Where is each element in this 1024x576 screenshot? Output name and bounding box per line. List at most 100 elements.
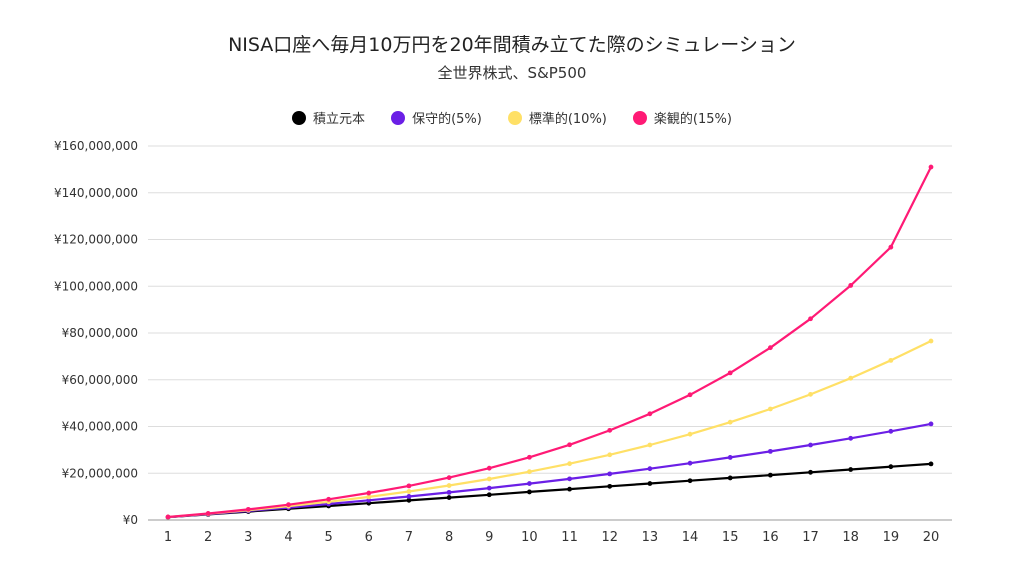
x-tick-label: 5 bbox=[324, 530, 332, 545]
data-point bbox=[848, 375, 854, 381]
data-point bbox=[527, 481, 532, 486]
y-tick-label: ¥80,000,000 bbox=[62, 326, 138, 340]
data-point bbox=[727, 455, 733, 460]
data-point bbox=[326, 496, 332, 502]
data-point bbox=[848, 435, 854, 441]
data-point bbox=[767, 472, 773, 478]
x-tick-label: 1 bbox=[164, 530, 172, 545]
x-tick-label: 15 bbox=[722, 530, 739, 545]
data-point bbox=[446, 483, 452, 488]
x-tick-label: 18 bbox=[842, 530, 859, 545]
x-tick-label: 20 bbox=[923, 530, 940, 545]
data-point bbox=[727, 419, 733, 425]
x-tick-label: 10 bbox=[521, 530, 538, 545]
data-point bbox=[687, 460, 693, 466]
data-point bbox=[808, 469, 813, 475]
legend-item-standard[interactable]: 標準的(10%) bbox=[507, 108, 607, 127]
legend-item-conservative[interactable]: 保守的(5%) bbox=[391, 108, 482, 127]
data-point bbox=[607, 427, 613, 433]
x-tick-label: 8 bbox=[445, 530, 453, 545]
x-tick-label: 16 bbox=[762, 530, 779, 545]
data-point bbox=[928, 461, 934, 467]
data-point bbox=[527, 454, 532, 460]
data-point bbox=[245, 506, 251, 512]
data-point bbox=[567, 461, 572, 467]
x-tick-label: 13 bbox=[642, 530, 659, 545]
data-point bbox=[928, 421, 934, 427]
data-point bbox=[406, 494, 412, 499]
data-point bbox=[848, 467, 854, 472]
data-point bbox=[647, 411, 653, 417]
data-point bbox=[446, 495, 452, 500]
data-point bbox=[888, 357, 894, 363]
data-point bbox=[366, 494, 372, 500]
data-point bbox=[848, 283, 854, 288]
data-point bbox=[647, 481, 653, 486]
data-point bbox=[165, 514, 171, 520]
data-point bbox=[607, 483, 613, 489]
data-point bbox=[928, 164, 934, 170]
series-line-1 bbox=[167, 422, 932, 519]
data-point bbox=[567, 476, 572, 482]
y-tick-label: ¥100,000,000 bbox=[54, 279, 138, 293]
data-point bbox=[808, 391, 813, 397]
x-tick-label: 9 bbox=[485, 530, 493, 545]
legend-dot-icon bbox=[292, 110, 307, 125]
data-point bbox=[888, 464, 894, 470]
data-point bbox=[527, 469, 532, 475]
y-tick-label: ¥160,000,000 bbox=[54, 139, 138, 153]
data-point bbox=[446, 489, 452, 495]
x-tick-label: 17 bbox=[802, 530, 819, 545]
y-tick-label: ¥20,000,000 bbox=[62, 466, 138, 480]
data-point bbox=[486, 476, 492, 482]
data-point bbox=[567, 486, 572, 492]
data-point bbox=[888, 428, 894, 434]
y-tick-label: ¥140,000,000 bbox=[54, 186, 138, 200]
legend-label: 標準的(10%) bbox=[528, 112, 607, 127]
data-point bbox=[687, 431, 693, 437]
data-point bbox=[727, 475, 733, 481]
data-point bbox=[808, 316, 813, 322]
data-point bbox=[687, 478, 693, 484]
legend-item-optimistic[interactable]: 楽観的(15%) bbox=[632, 108, 732, 127]
series-line-0 bbox=[167, 462, 932, 519]
x-tick-label: 2 bbox=[204, 530, 212, 545]
data-point bbox=[406, 489, 412, 494]
x-tick-label: 6 bbox=[365, 530, 373, 545]
data-point bbox=[366, 490, 372, 496]
x-tick-label: 11 bbox=[561, 530, 578, 545]
legend-item-principal[interactable]: 積立元本 bbox=[292, 108, 365, 127]
legend-label: 楽観的(15%) bbox=[653, 112, 732, 127]
data-point bbox=[486, 465, 492, 471]
x-tick-label: 12 bbox=[601, 530, 618, 545]
data-point bbox=[366, 497, 372, 503]
y-tick-label: ¥60,000,000 bbox=[62, 373, 138, 387]
legend-dot-icon bbox=[507, 110, 522, 125]
data-point bbox=[205, 511, 211, 516]
chart-subtitle: 全世界株式、S&P500 bbox=[437, 64, 587, 82]
data-point bbox=[727, 370, 733, 376]
data-point bbox=[808, 442, 813, 448]
series-line-2 bbox=[167, 340, 932, 519]
y-tick-label: ¥0 bbox=[123, 513, 138, 527]
data-point bbox=[928, 338, 934, 344]
data-point bbox=[647, 442, 653, 448]
y-tick-label: ¥120,000,000 bbox=[54, 233, 138, 247]
x-tick-label: 7 bbox=[405, 530, 413, 545]
data-point bbox=[486, 485, 492, 491]
data-point bbox=[446, 475, 452, 481]
data-point bbox=[767, 406, 773, 412]
y-tick-label: ¥40,000,000 bbox=[62, 420, 138, 434]
chart-title: NISA口座へ毎月10万円を20年間積み立てた際のシミュレーション bbox=[228, 34, 796, 56]
x-tick-label: 19 bbox=[883, 530, 900, 545]
x-tick-label: 14 bbox=[682, 530, 699, 545]
data-point bbox=[767, 448, 773, 454]
data-point bbox=[406, 483, 412, 489]
x-tick-label: 3 bbox=[244, 530, 252, 545]
legend-label: 積立元本 bbox=[313, 112, 366, 127]
legend-dot-icon bbox=[391, 110, 406, 125]
data-point bbox=[286, 502, 291, 508]
data-point bbox=[888, 244, 894, 250]
data-point bbox=[406, 497, 412, 503]
